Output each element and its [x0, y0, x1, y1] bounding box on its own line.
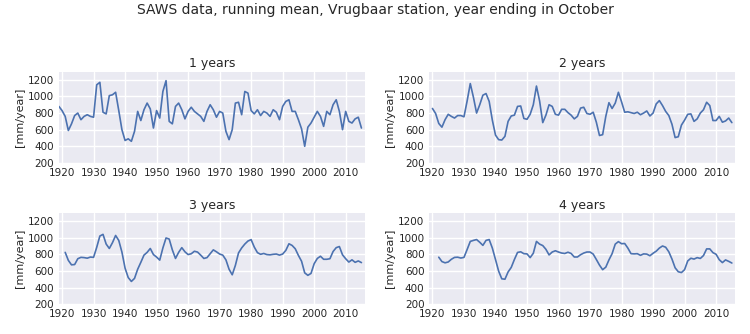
Title: 2 years: 2 years [559, 57, 605, 70]
Title: 4 years: 4 years [559, 199, 605, 212]
Title: 3 years: 3 years [188, 199, 235, 212]
Y-axis label: [mm/year]: [mm/year] [15, 229, 25, 288]
Y-axis label: [mm/year]: [mm/year] [386, 229, 395, 288]
Y-axis label: [mm/year]: [mm/year] [15, 88, 25, 147]
Text: SAWS data, running mean, Vrugbaar station, year ending in October: SAWS data, running mean, Vrugbaar statio… [136, 3, 614, 17]
Title: 1 years: 1 years [188, 57, 235, 70]
Y-axis label: [mm/year]: [mm/year] [386, 88, 395, 147]
